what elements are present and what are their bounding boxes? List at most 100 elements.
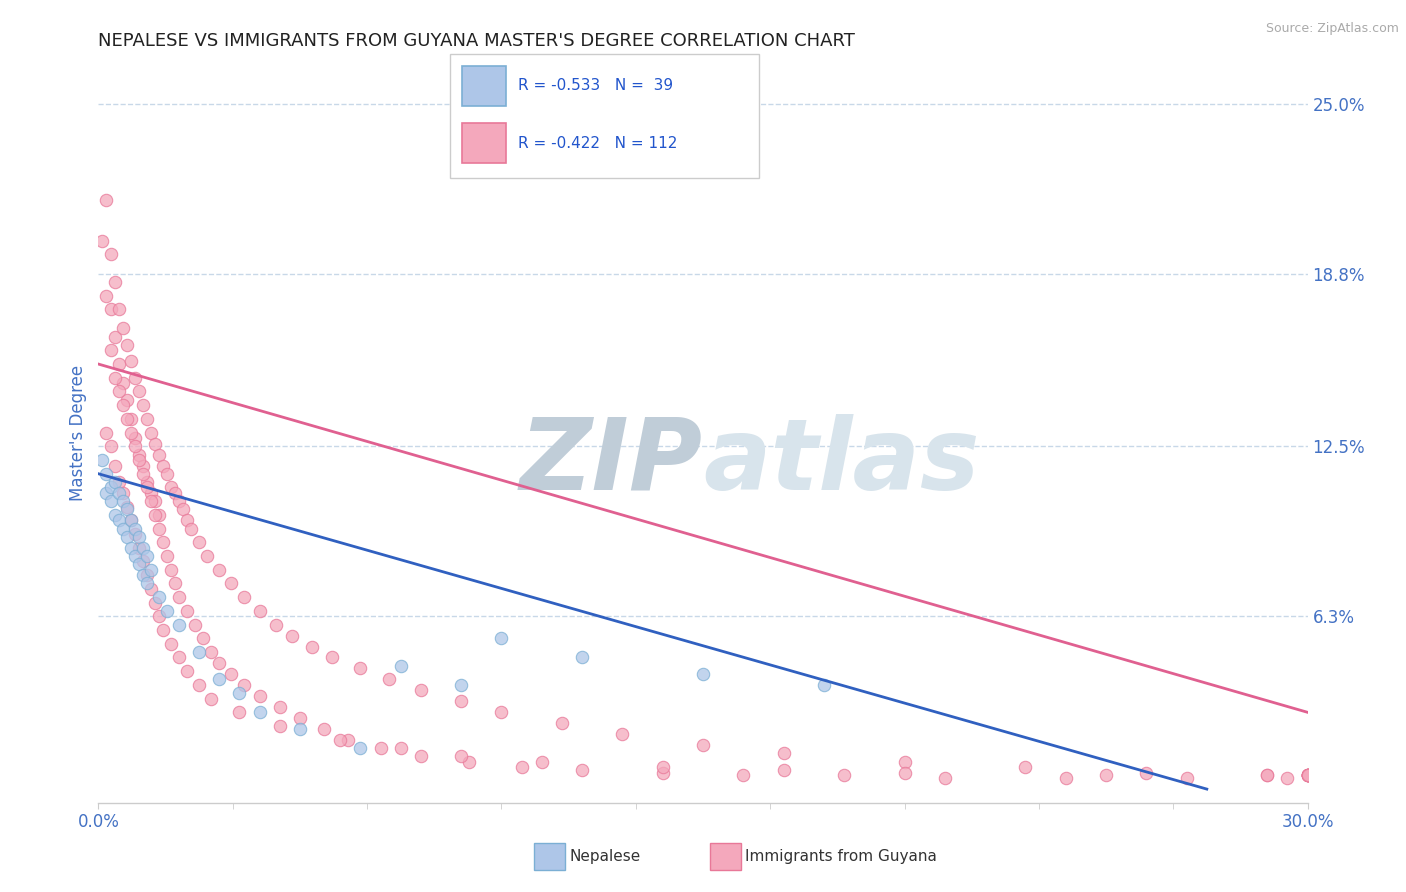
Point — [184, 617, 207, 632]
Point — [167, 590, 190, 604]
Point — [143, 596, 166, 610]
Point — [115, 338, 138, 352]
Point — [269, 719, 291, 733]
Text: R = -0.422   N = 112: R = -0.422 N = 112 — [517, 136, 678, 151]
Text: NEPALESE VS IMMIGRANTS FROM GUYANA MASTER'S DEGREE CORRELATION CHART: NEPALESE VS IMMIGRANTS FROM GUYANA MASTE… — [98, 32, 855, 50]
Point — [124, 371, 146, 385]
Point — [111, 398, 134, 412]
Point — [450, 678, 472, 692]
Point — [337, 732, 360, 747]
Point — [530, 755, 553, 769]
Point — [612, 727, 634, 741]
Point — [409, 683, 432, 698]
Point — [107, 384, 129, 399]
Point — [156, 549, 179, 563]
Point — [156, 604, 179, 618]
Point — [288, 711, 311, 725]
Point — [188, 645, 211, 659]
Point — [135, 549, 157, 563]
Point — [176, 604, 198, 618]
Point — [329, 732, 352, 747]
Point — [148, 508, 170, 522]
Point — [100, 439, 122, 453]
Point — [221, 576, 243, 591]
Point — [1135, 765, 1157, 780]
Point — [143, 494, 166, 508]
Point — [139, 486, 162, 500]
Point — [651, 765, 673, 780]
Point — [249, 706, 271, 720]
Point — [91, 453, 114, 467]
Point — [103, 458, 125, 473]
Point — [450, 749, 472, 764]
Point — [288, 722, 311, 736]
Point — [510, 760, 533, 774]
Point — [1296, 768, 1319, 782]
Point — [96, 193, 118, 207]
Text: atlas: atlas — [703, 414, 980, 511]
Point — [124, 431, 146, 445]
Point — [103, 475, 125, 489]
Point — [1296, 768, 1319, 782]
Text: ZIP: ZIP — [520, 414, 703, 511]
Point — [1277, 771, 1299, 785]
Point — [1296, 768, 1319, 782]
Point — [100, 302, 122, 317]
Point — [132, 554, 155, 568]
Point — [200, 691, 222, 706]
Point — [100, 494, 122, 508]
Point — [148, 609, 170, 624]
Point — [228, 686, 250, 700]
Point — [128, 384, 150, 399]
Point — [128, 448, 150, 462]
Point — [139, 425, 162, 440]
Point — [132, 458, 155, 473]
Point — [180, 522, 202, 536]
Point — [128, 558, 150, 572]
Point — [692, 667, 714, 681]
Point — [349, 661, 371, 675]
Point — [772, 763, 794, 777]
Point — [160, 480, 183, 494]
Text: Nepalese: Nepalese — [569, 849, 641, 863]
Point — [249, 689, 271, 703]
Point — [120, 412, 142, 426]
Point — [107, 475, 129, 489]
Text: Immigrants from Guyana: Immigrants from Guyana — [745, 849, 936, 863]
Point — [124, 439, 146, 453]
Point — [148, 522, 170, 536]
Point — [349, 741, 371, 756]
Point — [1296, 768, 1319, 782]
Point — [135, 576, 157, 591]
Point — [96, 486, 118, 500]
Point — [772, 747, 794, 761]
Point — [321, 650, 343, 665]
Point — [163, 576, 186, 591]
Point — [188, 535, 211, 549]
Point — [232, 590, 254, 604]
Point — [208, 656, 231, 670]
Point — [96, 425, 118, 440]
Point — [893, 755, 915, 769]
Point — [115, 502, 138, 516]
Point — [120, 513, 142, 527]
Point — [132, 398, 155, 412]
Point — [107, 302, 129, 317]
Point — [115, 412, 138, 426]
Point — [832, 768, 855, 782]
Point — [188, 678, 211, 692]
Point — [176, 513, 198, 527]
Point — [314, 722, 336, 736]
Point — [733, 768, 755, 782]
Point — [167, 617, 190, 632]
Point — [176, 664, 198, 678]
Point — [115, 392, 138, 407]
Point — [893, 765, 915, 780]
Point — [692, 738, 714, 752]
Point — [148, 448, 170, 462]
Point — [1054, 771, 1077, 785]
Point — [120, 425, 142, 440]
Y-axis label: Master's Degree: Master's Degree — [69, 365, 87, 500]
Point — [107, 486, 129, 500]
Point — [124, 522, 146, 536]
